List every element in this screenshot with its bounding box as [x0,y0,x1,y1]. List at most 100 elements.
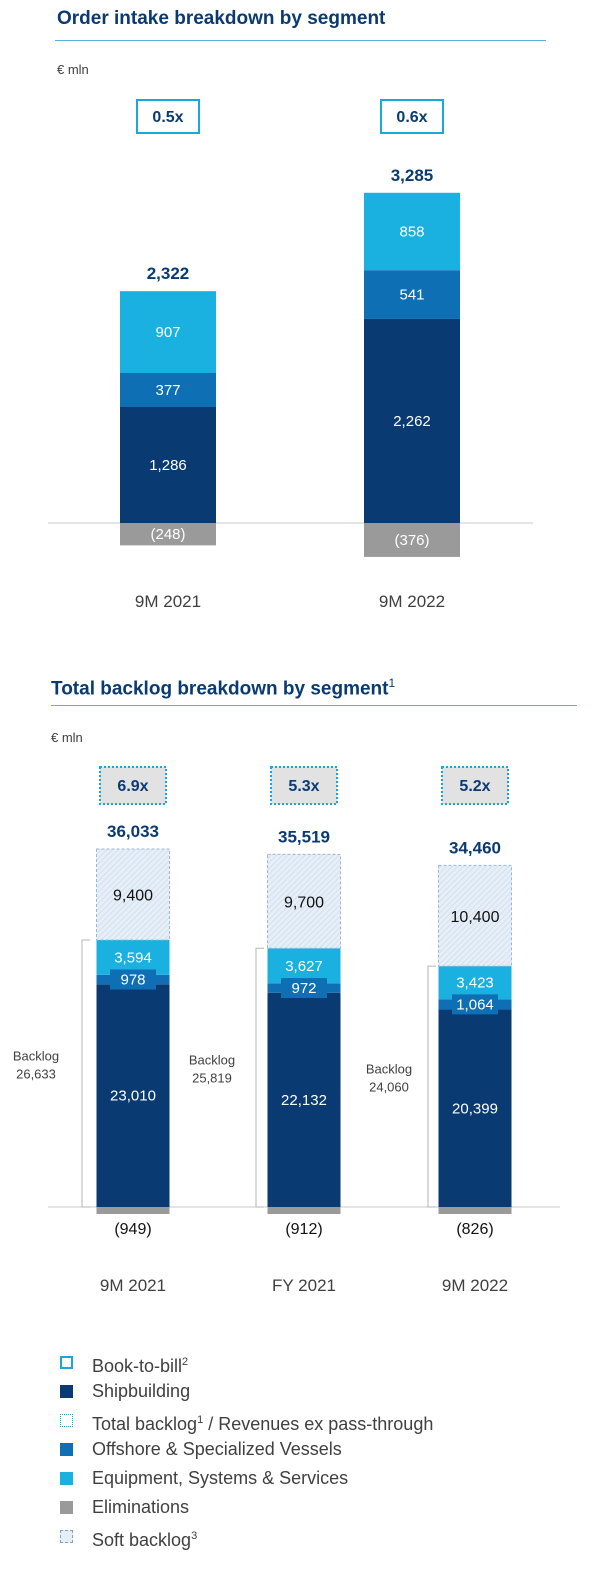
backlog-bracket-label: Backlog [366,1062,412,1077]
legend-footnote: 1 [197,1414,204,1426]
legend-item-eliminations: Eliminations [60,1493,433,1522]
backlog-bracket-label: Backlog [189,1053,235,1068]
category-label: 9M 2022 [379,592,445,611]
total-backlog-swatch-icon [60,1414,73,1427]
ratio-box [441,766,509,805]
bar-equipment [267,948,341,984]
label-plate-offshore [452,994,498,1015]
data-label-equipment: 3,594 [114,949,152,966]
legend-label-suffix: / Revenues ex pass-through [203,1414,434,1434]
bar-offshore [364,270,460,319]
total-label: 35,519 [278,827,330,846]
order-intake-unit: € mln [57,62,89,77]
ratio-box [270,766,338,805]
soft-backlog-swatch-icon [60,1530,73,1543]
total-label: 3,285 [391,166,434,185]
legend-label: Soft backlog [92,1530,192,1550]
legend-footnote: 2 [182,1356,189,1368]
eliminations-swatch-icon [60,1501,73,1514]
ratio-label: 5.3x [288,778,319,795]
legend-label: Shipbuilding [92,1381,191,1401]
legend-item-offshore: Offshore & Specialized Vessels [60,1435,433,1464]
ratio-label: 6.9x [117,778,148,795]
data-label-offshore: 978 [120,972,145,989]
data-label-eliminations: (949) [114,1221,151,1238]
data-label-shipbuilding: 20,399 [452,1100,498,1117]
category-label: FY 2021 [272,1276,336,1295]
book-to-bill-label: 0.5x [152,109,183,126]
bar-soft-backlog [267,853,341,949]
data-label-offshore: 972 [291,980,316,997]
bar-shipbuilding [267,992,341,1207]
legend-item-total-backlog: Total backlog1 / Revenues ex pass-throug… [60,1406,433,1435]
data-label-equipment: 858 [399,223,424,240]
bar-equipment [364,192,460,271]
bar-shipbuilding [364,318,460,523]
bar-equipment [96,940,170,975]
data-label-shipbuilding: 23,010 [110,1088,156,1105]
category-label: 9M 2021 [100,1276,166,1295]
data-label-equipment: 907 [155,324,180,341]
data-label-shipbuilding: 22,132 [281,1092,327,1109]
data-label-shipbuilding: 1,286 [149,457,187,474]
legend-item-shipbuilding: Shipbuilding [60,1377,433,1406]
legend-label: Eliminations [92,1497,190,1517]
bar-eliminations [438,1207,512,1214]
data-label-offshore: 541 [399,287,424,304]
legend-label: Equipment, Systems & Services [92,1468,349,1488]
backlog-title: Total backlog breakdown by segment1 [51,676,395,700]
backlog-bracket-value: 25,819 [192,1071,232,1086]
total-label: 2,322 [147,264,190,283]
bar-equipment [120,291,216,373]
bar-offshore [120,372,216,408]
legend-footnote: 3 [191,1530,198,1542]
offshore-swatch-icon [60,1443,73,1456]
bar-soft-backlog [96,848,170,941]
order-intake-chart: 1,286 377 907 2,322 (248) 9M 2021 0.5x 2,262 541… [48,99,533,611]
legend-label: Book-to-bill [92,1356,183,1376]
data-label-offshore: 377 [155,382,180,399]
legend-item-equipment: Equipment, Systems & Services [60,1464,433,1493]
book-to-bill-label: 0.6x [396,109,427,126]
backlog-bracket-value: 26,633 [16,1067,56,1082]
legend: Book-to-bill2 Shipbuilding Total backlog… [60,1348,433,1551]
data-label-eliminations: (248) [150,526,185,543]
legend-label: Offshore & Specialized Vessels [92,1439,342,1459]
shipbuilding-swatch-icon [60,1385,73,1398]
bar-eliminations [120,523,216,546]
bar-soft-backlog [438,864,512,967]
bar-shipbuilding [438,1009,512,1207]
bar-shipbuilding [120,407,216,523]
backlog-bracket [255,947,264,1208]
ratio-box [99,766,167,805]
bar-shipbuilding [96,984,170,1207]
data-label-offshore: 1,064 [456,996,494,1013]
data-label-eliminations: (912) [285,1221,322,1238]
data-label-eliminations: (826) [456,1221,493,1238]
bar-equipment [438,966,512,1000]
data-label-soft-backlog: 10,400 [451,909,500,926]
category-label: 9M 2021 [135,592,201,611]
backlog-title-footnote: 1 [388,676,396,690]
legend-item-book-to-bill: Book-to-bill2 [60,1348,433,1377]
total-label: 34,460 [449,838,501,857]
backlog-bracket-value: 24,060 [369,1080,409,1095]
backlog-title-text: Total backlog breakdown by segment [51,678,389,700]
equipment-swatch-icon [60,1472,73,1485]
order-intake-title: Order intake breakdown by segment [57,8,386,29]
bar-eliminations [364,523,460,557]
backlog-bracket-label: Backlog [13,1049,59,1064]
bar-eliminations [267,1207,341,1214]
order-intake-divider [55,40,546,41]
legend-item-soft-backlog: Soft backlog3 [60,1522,433,1551]
category-label: 9M 2022 [442,1276,508,1295]
backlog-bracket [81,939,90,1208]
label-plate-offshore [281,978,327,999]
data-label-equipment: 3,423 [456,975,494,992]
ratio-label: 5.2x [459,778,490,795]
backlog-bracket [427,965,436,1208]
data-label-eliminations: (376) [394,532,429,549]
data-label-soft-backlog: 9,700 [284,894,324,911]
total-label: 36,033 [107,822,159,841]
backlog-unit: € mln [51,730,83,745]
